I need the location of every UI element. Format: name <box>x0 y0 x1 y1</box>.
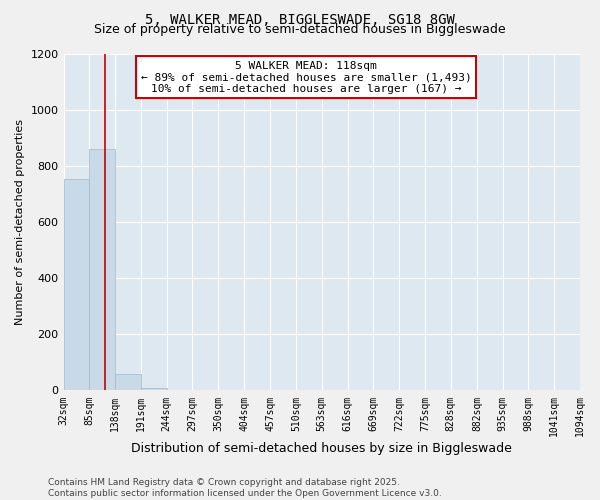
Bar <box>115 374 141 390</box>
Text: 5, WALKER MEAD, BIGGLESWADE, SG18 8GW: 5, WALKER MEAD, BIGGLESWADE, SG18 8GW <box>145 12 455 26</box>
Text: 5 WALKER MEAD: 118sqm
← 89% of semi-detached houses are smaller (1,493)
10% of s: 5 WALKER MEAD: 118sqm ← 89% of semi-deta… <box>141 60 472 94</box>
Y-axis label: Number of semi-detached properties: Number of semi-detached properties <box>15 119 25 325</box>
Text: Contains HM Land Registry data © Crown copyright and database right 2025.
Contai: Contains HM Land Registry data © Crown c… <box>48 478 442 498</box>
Bar <box>141 388 167 390</box>
Bar <box>64 179 89 390</box>
Text: Size of property relative to semi-detached houses in Biggleswade: Size of property relative to semi-detach… <box>94 22 506 36</box>
Bar <box>89 150 115 390</box>
X-axis label: Distribution of semi-detached houses by size in Biggleswade: Distribution of semi-detached houses by … <box>131 442 512 455</box>
